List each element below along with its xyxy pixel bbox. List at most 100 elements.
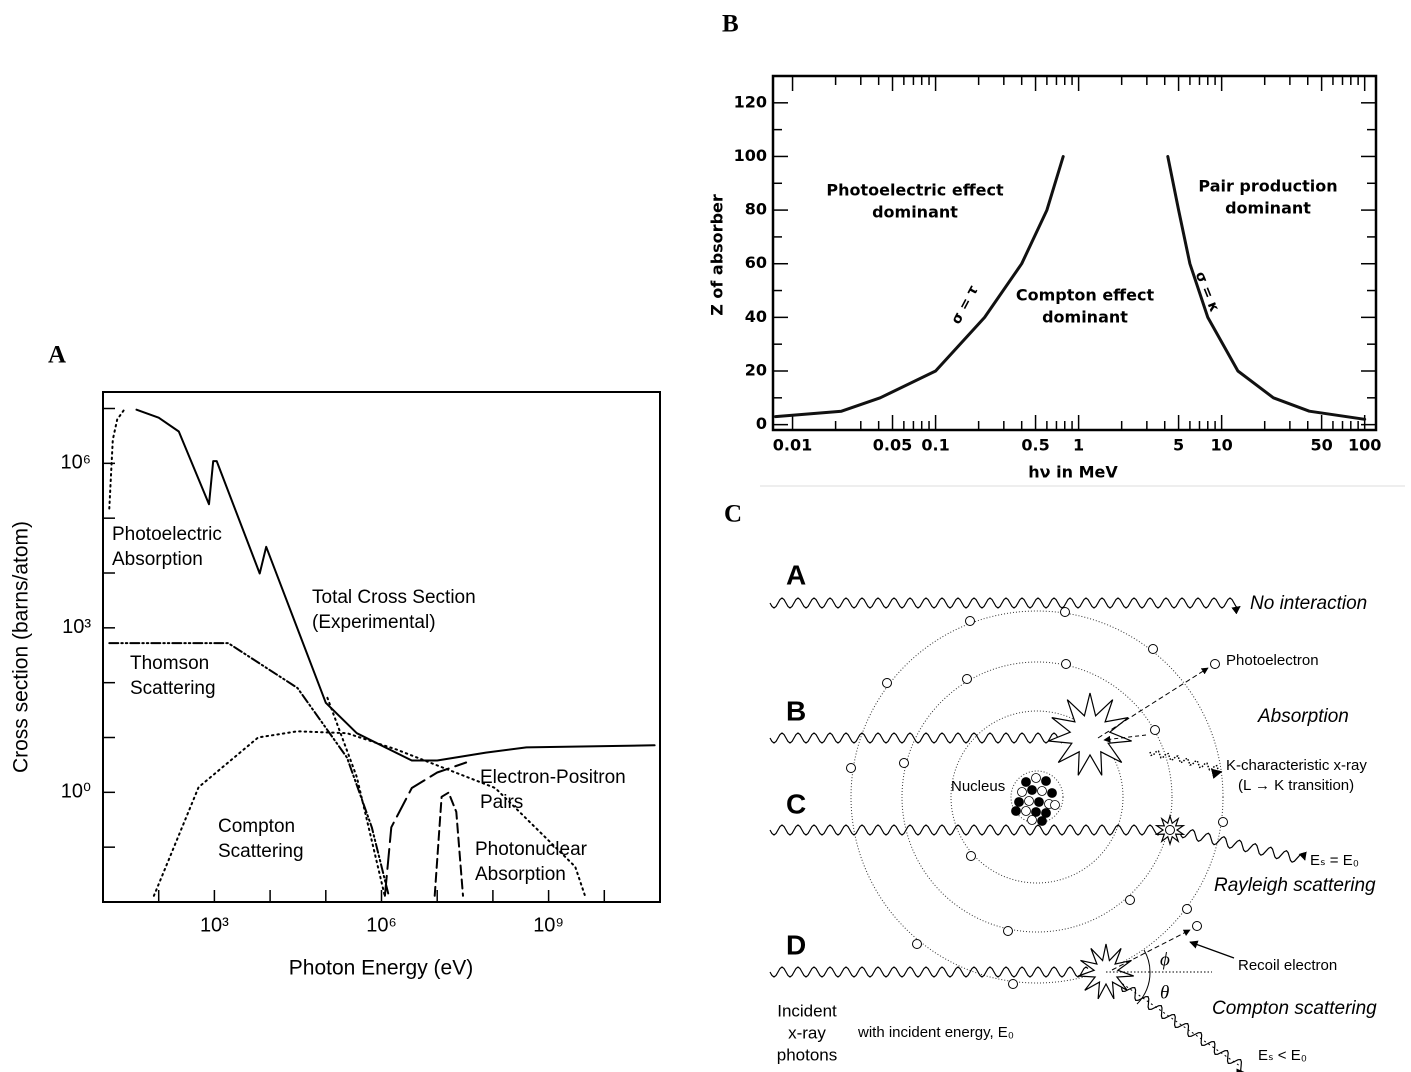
y-tick-label: 0 — [756, 414, 767, 433]
label: Eₛ < E₀ — [1258, 1047, 1307, 1064]
series-line — [1166, 155, 1367, 421]
x-tick-label: 10 — [1211, 436, 1233, 455]
electron — [1182, 904, 1192, 914]
y-tick-label: 100 — [734, 146, 767, 165]
y-tick-label: 20 — [745, 361, 767, 380]
nucleon — [1014, 797, 1024, 807]
electron — [966, 851, 976, 861]
x-tick-label: 0.1 — [921, 436, 949, 455]
series-label: Compton — [218, 816, 295, 837]
y-tick-label: 60 — [745, 253, 767, 272]
plot-frame — [102, 391, 661, 903]
annotation: dominant — [1042, 308, 1128, 327]
x-tick-label: 0.05 — [873, 436, 912, 455]
row-label: No interaction — [1250, 593, 1367, 614]
x-tick-label: 1 — [1073, 436, 1084, 455]
electron — [1008, 979, 1018, 989]
photon-wave — [769, 732, 1063, 744]
x-tick-label: 50 — [1310, 436, 1332, 455]
electron — [912, 939, 922, 949]
pointer — [1189, 940, 1235, 959]
y-tick-label: 10⁶ — [61, 452, 91, 474]
orbit — [950, 710, 1124, 884]
row-label: Rayleigh scattering — [1214, 875, 1376, 896]
row-label: Compton scattering — [1212, 998, 1377, 1019]
photoelectron-path — [1097, 667, 1209, 739]
y-tick-label: 120 — [734, 92, 767, 111]
angle-arc — [1136, 971, 1151, 1005]
series-label: Scattering — [130, 678, 216, 699]
nucleon — [1021, 806, 1031, 816]
y-tick-label: 40 — [745, 307, 767, 326]
electron — [1165, 825, 1175, 835]
nucleon — [1037, 816, 1047, 826]
panel-label: C — [724, 501, 742, 528]
row-label: Absorption — [1257, 706, 1349, 727]
series-line — [433, 791, 464, 897]
nucleon — [1041, 776, 1051, 786]
chart-a: 10³ 10⁶ 10⁹ 10⁰ 10³ 10⁶ Photon Energy (eV) Cros… — [10, 391, 661, 980]
nucleon — [1041, 808, 1051, 818]
series-line — [152, 730, 586, 897]
electron — [846, 763, 856, 773]
nucleon — [1037, 786, 1047, 796]
nucleon — [1017, 787, 1027, 797]
x-tick-label: 100 — [1348, 436, 1381, 455]
y-axis-title: Z of absorber — [708, 194, 727, 316]
photon-wave — [1179, 828, 1307, 863]
annotation: dominant — [1225, 199, 1311, 218]
annotation: Photoelectric effect — [826, 181, 1004, 200]
panel-label: B — [722, 11, 739, 38]
label: Eₛ = E₀ — [1310, 852, 1359, 869]
electron — [1003, 926, 1013, 936]
label: Photoelectron — [1226, 652, 1319, 669]
photon-wave — [1121, 984, 1245, 1072]
nucleon — [1031, 807, 1041, 817]
series-label: (Experimental) — [312, 612, 436, 633]
chart-b: 0.01 0.05 0.1 0.5 1 5 10 50 100 0 20 40 60 80 100 120 hν… — [708, 74, 1381, 482]
series-label: Electron-Positron — [480, 767, 626, 788]
recoil-path — [1111, 929, 1191, 971]
nucleon — [1050, 800, 1060, 810]
row-letter: D — [786, 929, 806, 960]
y-tick-label: 80 — [745, 200, 767, 219]
series-label: Absorption — [475, 864, 566, 885]
nucleon — [1011, 806, 1021, 816]
photon-wave — [769, 824, 1161, 836]
electron — [899, 758, 909, 768]
diagram: A B C D No interaction Absorption Raylei… — [769, 559, 1377, 1072]
label: Nucleus — [951, 778, 1005, 795]
recoil-electron — [1192, 921, 1202, 931]
series-line — [383, 761, 468, 897]
diagram-shapes — [769, 597, 1307, 1072]
series-label: Photoelectric — [112, 524, 222, 545]
label: photons — [777, 1045, 838, 1064]
label: x-ray — [788, 1023, 826, 1042]
orbit — [901, 661, 1173, 933]
transition-arrow — [1103, 734, 1147, 743]
row-letter: A — [786, 559, 806, 590]
series-line — [774, 155, 1065, 419]
annotation: Pair production — [1198, 177, 1337, 196]
nucleon — [1031, 773, 1041, 783]
scatter-path — [1109, 974, 1241, 1067]
series-label: σ = κ — [1192, 269, 1223, 314]
label: ϕ — [1160, 949, 1170, 970]
label: θ — [1160, 982, 1169, 1003]
series-line — [108, 408, 386, 898]
x-tick-label: 10⁹ — [533, 914, 564, 936]
electron — [882, 678, 892, 688]
label: Recoil electron — [1238, 957, 1337, 974]
electron — [962, 674, 972, 684]
series-label: Photonuclear — [475, 839, 588, 860]
y-tick-label: 10⁰ — [61, 781, 91, 803]
label: K-characteristic x-ray — [1226, 757, 1367, 774]
electron — [1150, 725, 1160, 735]
k-xray — [1149, 750, 1223, 779]
annotation: Compton effect — [1016, 286, 1155, 305]
electron — [1060, 607, 1070, 617]
row-letter: B — [786, 695, 806, 726]
nucleon — [1024, 796, 1034, 806]
nucleon — [1034, 797, 1044, 807]
